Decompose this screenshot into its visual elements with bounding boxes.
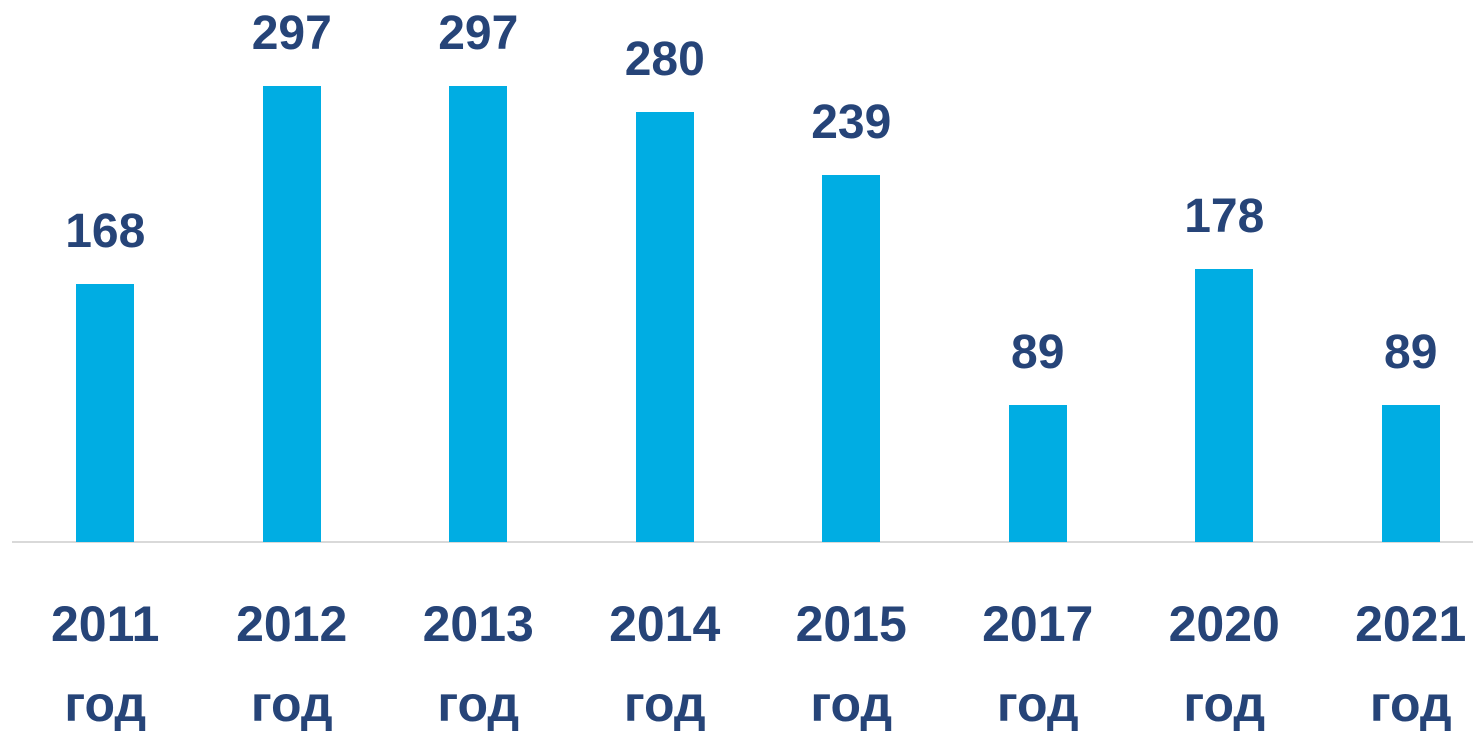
x-tick-label: 2021 год bbox=[1346, 584, 1473, 744]
x-tick-label: 2017 год bbox=[973, 584, 1103, 744]
value-label: 168 bbox=[25, 204, 185, 260]
value-label: 280 bbox=[585, 32, 745, 88]
value-label: 297 bbox=[398, 6, 558, 62]
x-tick-label: 2011 год bbox=[40, 584, 170, 744]
bar bbox=[1382, 405, 1440, 542]
x-tick-label: 2014 год bbox=[600, 584, 730, 744]
x-tick-label: 2013 год bbox=[413, 584, 543, 744]
x-tick-label: 2012 год bbox=[227, 584, 357, 744]
bar bbox=[1195, 269, 1253, 542]
x-tick-label: 2020 год bbox=[1159, 584, 1289, 744]
value-label: 89 bbox=[1331, 325, 1473, 381]
value-label: 178 bbox=[1144, 189, 1304, 245]
bar bbox=[636, 112, 694, 542]
x-tick-label: 2015 год bbox=[786, 584, 916, 744]
value-label: 89 bbox=[958, 325, 1118, 381]
bar bbox=[263, 86, 321, 542]
bar bbox=[76, 284, 134, 542]
bar bbox=[449, 86, 507, 542]
baseline bbox=[12, 541, 1473, 543]
value-label: 297 bbox=[212, 6, 372, 62]
bar bbox=[822, 175, 880, 542]
page: {"chart_data": {"type": "bar", "categori… bbox=[0, 0, 1473, 732]
chart: 1682011 год2972012 год2972013 год2802014… bbox=[0, 0, 1473, 732]
value-label: 239 bbox=[771, 95, 931, 151]
bar bbox=[1009, 405, 1067, 542]
